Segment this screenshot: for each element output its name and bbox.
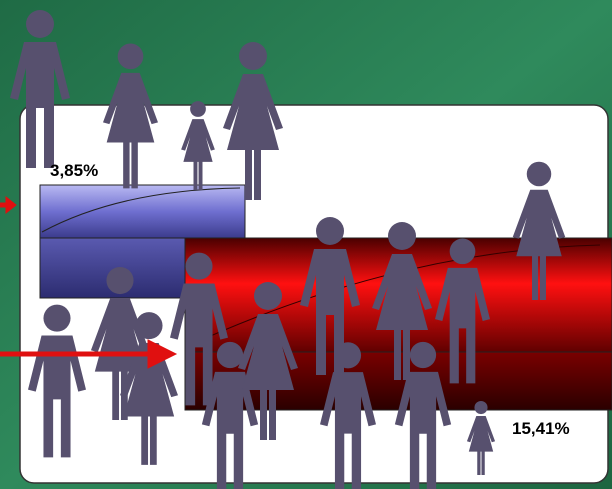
label: 3,85% xyxy=(50,161,98,180)
arrows xyxy=(0,195,178,369)
bar-curve xyxy=(41,187,241,233)
blue-bar-top xyxy=(39,184,246,239)
label: 15,41% xyxy=(512,419,570,438)
